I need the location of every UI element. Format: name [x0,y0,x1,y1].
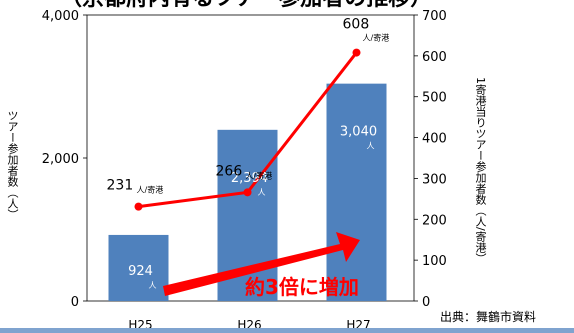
y-tick-right: 100 [422,254,447,269]
y-tick-right: 200 [422,213,447,228]
bar-unit-label: 人 [258,188,266,197]
y-tick-right: 500 [422,91,447,106]
line-unit-label: 人/寄港 [137,185,164,195]
y-tick-right: 600 [422,50,447,65]
bar-unit-label: 人 [367,142,375,151]
line-value-label: 231 [107,178,134,194]
bar-unit-label: 人 [149,281,157,290]
y-tick-right: 400 [422,132,447,147]
y-tick-left: 2,000 [42,152,79,167]
line-point [244,188,252,196]
y-tick-right: 700 [422,9,447,24]
bar-value-label: 924 [128,264,153,279]
y-tick-left: 0 [71,295,79,310]
bar-value-label: 3,040 [340,125,377,140]
increase-annotation: 約3倍に増加 [245,275,359,299]
line-point [353,49,361,57]
line-point [135,203,143,211]
line-value-label: 608 [343,17,370,33]
y-tick-left: 4,000 [42,9,79,24]
line-unit-label: 人/寄港 [363,33,390,43]
bar-H27 [327,84,387,301]
line-value-label: 266 [216,163,243,179]
bottom-band [0,328,574,333]
y-tick-right: 0 [422,295,430,310]
y-tick-right: 300 [422,172,447,187]
line-unit-label: 人/寄港 [246,170,273,180]
source-note: 出典：舞鶴市資料 [440,308,536,325]
